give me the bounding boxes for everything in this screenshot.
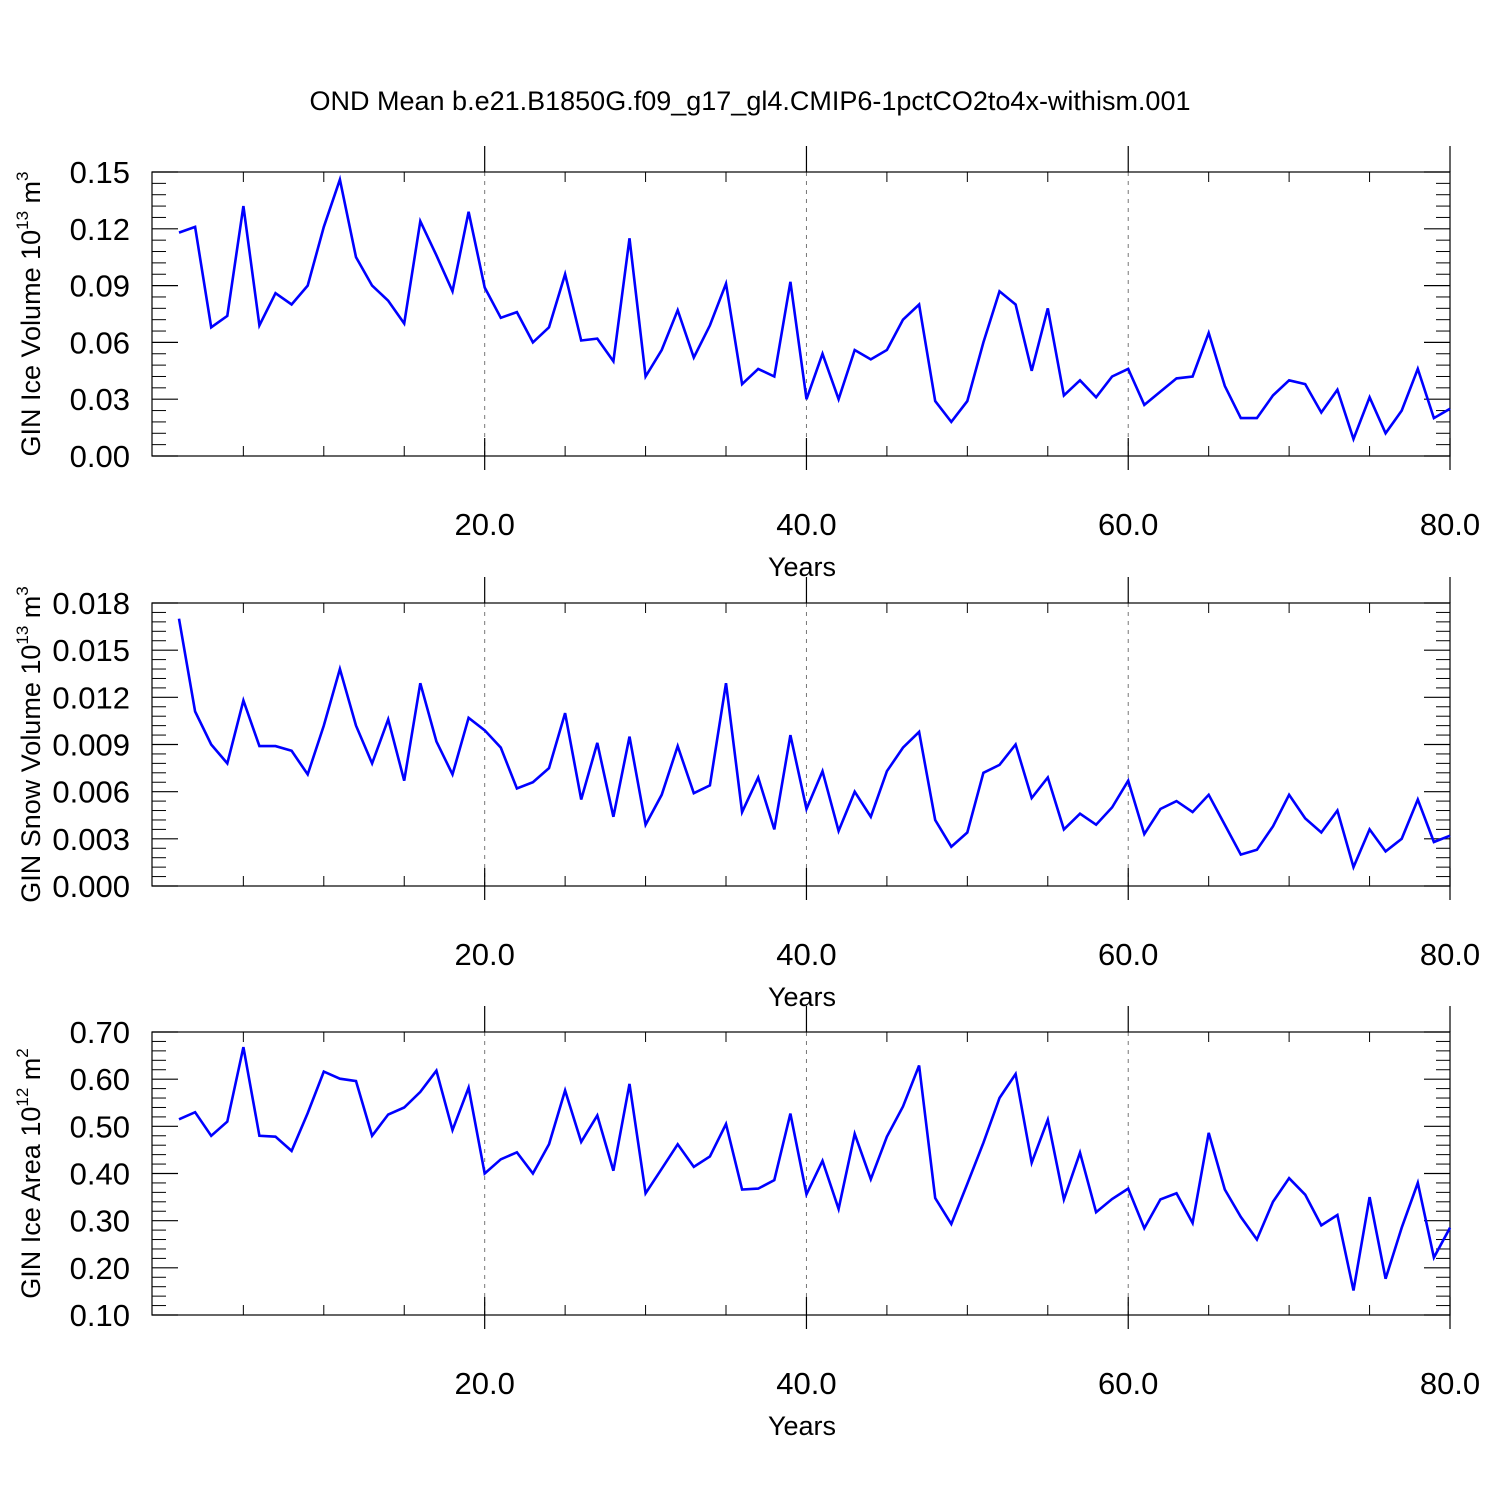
y-axis-title: GIN Ice Volume 1013 m3 xyxy=(13,171,46,456)
x-axis-title: Years xyxy=(768,1411,836,1441)
y-tick-label: 0.000 xyxy=(52,869,130,904)
x-axis-title: Years xyxy=(768,552,836,582)
plot-frame xyxy=(151,602,1451,887)
y-tick-label: 0.015 xyxy=(52,633,130,668)
plot-frame xyxy=(151,1031,1451,1316)
y-tick-label: 0.06 xyxy=(70,325,130,360)
x-tick-label: 40.0 xyxy=(776,937,836,972)
y-axis-title: GIN Snow Volume 1013 m3 xyxy=(13,586,46,903)
y-tick-label: 0.60 xyxy=(70,1062,130,1097)
y-tick-label: 0.006 xyxy=(52,775,130,810)
y-tick-label: 0.40 xyxy=(70,1157,130,1192)
series-line xyxy=(178,174,1451,443)
x-tick-label: 40.0 xyxy=(776,1366,836,1401)
y-tick-label: 0.20 xyxy=(70,1251,130,1286)
panel-3: 20.0 40.0 60.0 80.0 Years 0.10 0.20 0.30 0.40 0.5… xyxy=(13,1006,1480,1441)
y-tick-label: 0.10 xyxy=(70,1298,130,1333)
panel-1: 20.0 40.0 60.0 80.0 Years 0.00 0.03 0.06 0.09 0.1… xyxy=(13,146,1480,582)
y-tick-label: 0.09 xyxy=(70,269,130,304)
y-tick-label: 0.15 xyxy=(70,155,130,190)
x-tick-label: 60.0 xyxy=(1098,937,1158,972)
plot-frame xyxy=(151,171,1451,457)
y-tick-label: 0.03 xyxy=(70,382,130,417)
y-tick-label: 0.50 xyxy=(70,1109,130,1144)
y-tick-label: 0.012 xyxy=(52,680,130,715)
series-line xyxy=(178,1046,1452,1291)
y-tick-label: 0.003 xyxy=(52,822,130,857)
y-tick-label: 0.018 xyxy=(52,586,130,621)
y-axis-title: GIN Ice Area 1012 m2 xyxy=(13,1048,46,1299)
x-tick-label: 40.0 xyxy=(776,507,836,542)
y-tick-label: 0.00 xyxy=(70,439,130,474)
series-line xyxy=(177,618,1451,871)
x-tick-label: 20.0 xyxy=(455,507,515,542)
x-tick-label: 80.0 xyxy=(1420,1366,1480,1401)
x-tick-label: 20.0 xyxy=(455,1366,515,1401)
y-tick-label: 0.009 xyxy=(52,728,130,763)
chart-title: OND Mean b.e21.B1850G.f09_g17_gl4.CMIP6-… xyxy=(310,86,1191,116)
y-tick-label: 0.30 xyxy=(70,1204,130,1239)
panel-2: 20.0 40.0 60.0 80.0 Years 0.000 0.003 0.006 0.00… xyxy=(13,577,1480,1012)
x-tick-label: 80.0 xyxy=(1420,937,1480,972)
y-tick-label: 0.70 xyxy=(70,1015,130,1050)
x-tick-label: 60.0 xyxy=(1098,1366,1158,1401)
x-tick-label: 80.0 xyxy=(1420,507,1480,542)
y-tick-label: 0.12 xyxy=(70,212,130,247)
x-tick-label: 60.0 xyxy=(1098,507,1158,542)
x-axis-title: Years xyxy=(768,982,836,1012)
x-tick-label: 20.0 xyxy=(455,937,515,972)
